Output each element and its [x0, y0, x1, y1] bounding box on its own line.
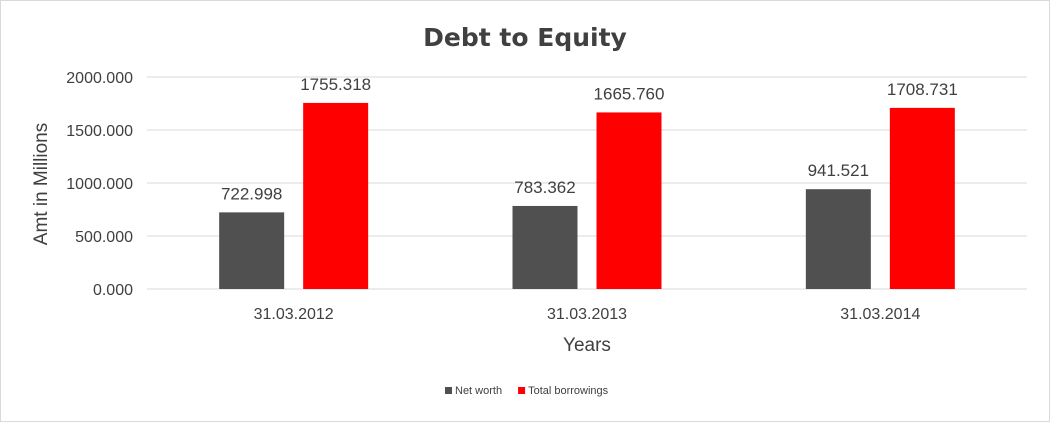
bar-net-worth: [512, 205, 578, 289]
y-axis-ticks: 0.000 500.000 1000.000 1500.000 2000.000: [66, 70, 133, 299]
bars: [219, 102, 955, 289]
x-axis-ticks: 31.03.2012 31.03.2013 31.03.2014: [254, 306, 921, 323]
gridlines: [147, 76, 1027, 290]
data-label: 1755.318: [300, 75, 371, 94]
data-label: 783.362: [514, 178, 575, 197]
y-tick-label: 2000.000: [66, 70, 133, 87]
chart-title: Debt to Equity: [423, 23, 627, 52]
legend-label: Net worth: [455, 385, 502, 397]
x-tick-label: 31.03.2014: [840, 306, 920, 323]
legend-label: Total borrowings: [528, 385, 609, 397]
x-axis-title: Years: [563, 335, 611, 356]
bar-net-worth: [805, 189, 871, 289]
legend-swatch: [445, 387, 452, 394]
y-axis-title: Amt in Millions: [31, 123, 52, 245]
legend-item: Net worth: [445, 385, 502, 397]
bar-total-borrowings: [596, 112, 662, 289]
data-label: 941.521: [808, 161, 869, 180]
x-tick-label: 31.03.2013: [547, 306, 627, 323]
data-label: 722.998: [221, 184, 282, 203]
y-tick-label: 0.000: [93, 282, 133, 299]
bar-total-borrowings: [303, 102, 369, 289]
y-tick-label: 500.000: [75, 229, 133, 246]
legend-swatch: [518, 387, 526, 394]
bar-net-worth: [219, 212, 285, 289]
data-label: 1665.760: [594, 84, 665, 103]
bar-total-borrowings: [889, 107, 955, 289]
data-label: 1708.731: [887, 80, 958, 99]
legend: Net worth Total borrowings: [445, 385, 609, 397]
data-labels: 722.998 1755.318 783.362 1665.760 941.521 170…: [221, 75, 958, 203]
y-tick-label: 1000.000: [66, 176, 133, 193]
y-tick-label: 1500.000: [66, 123, 133, 140]
x-tick-label: 31.03.2012: [254, 306, 334, 323]
legend-item: Total borrowings: [518, 385, 609, 397]
